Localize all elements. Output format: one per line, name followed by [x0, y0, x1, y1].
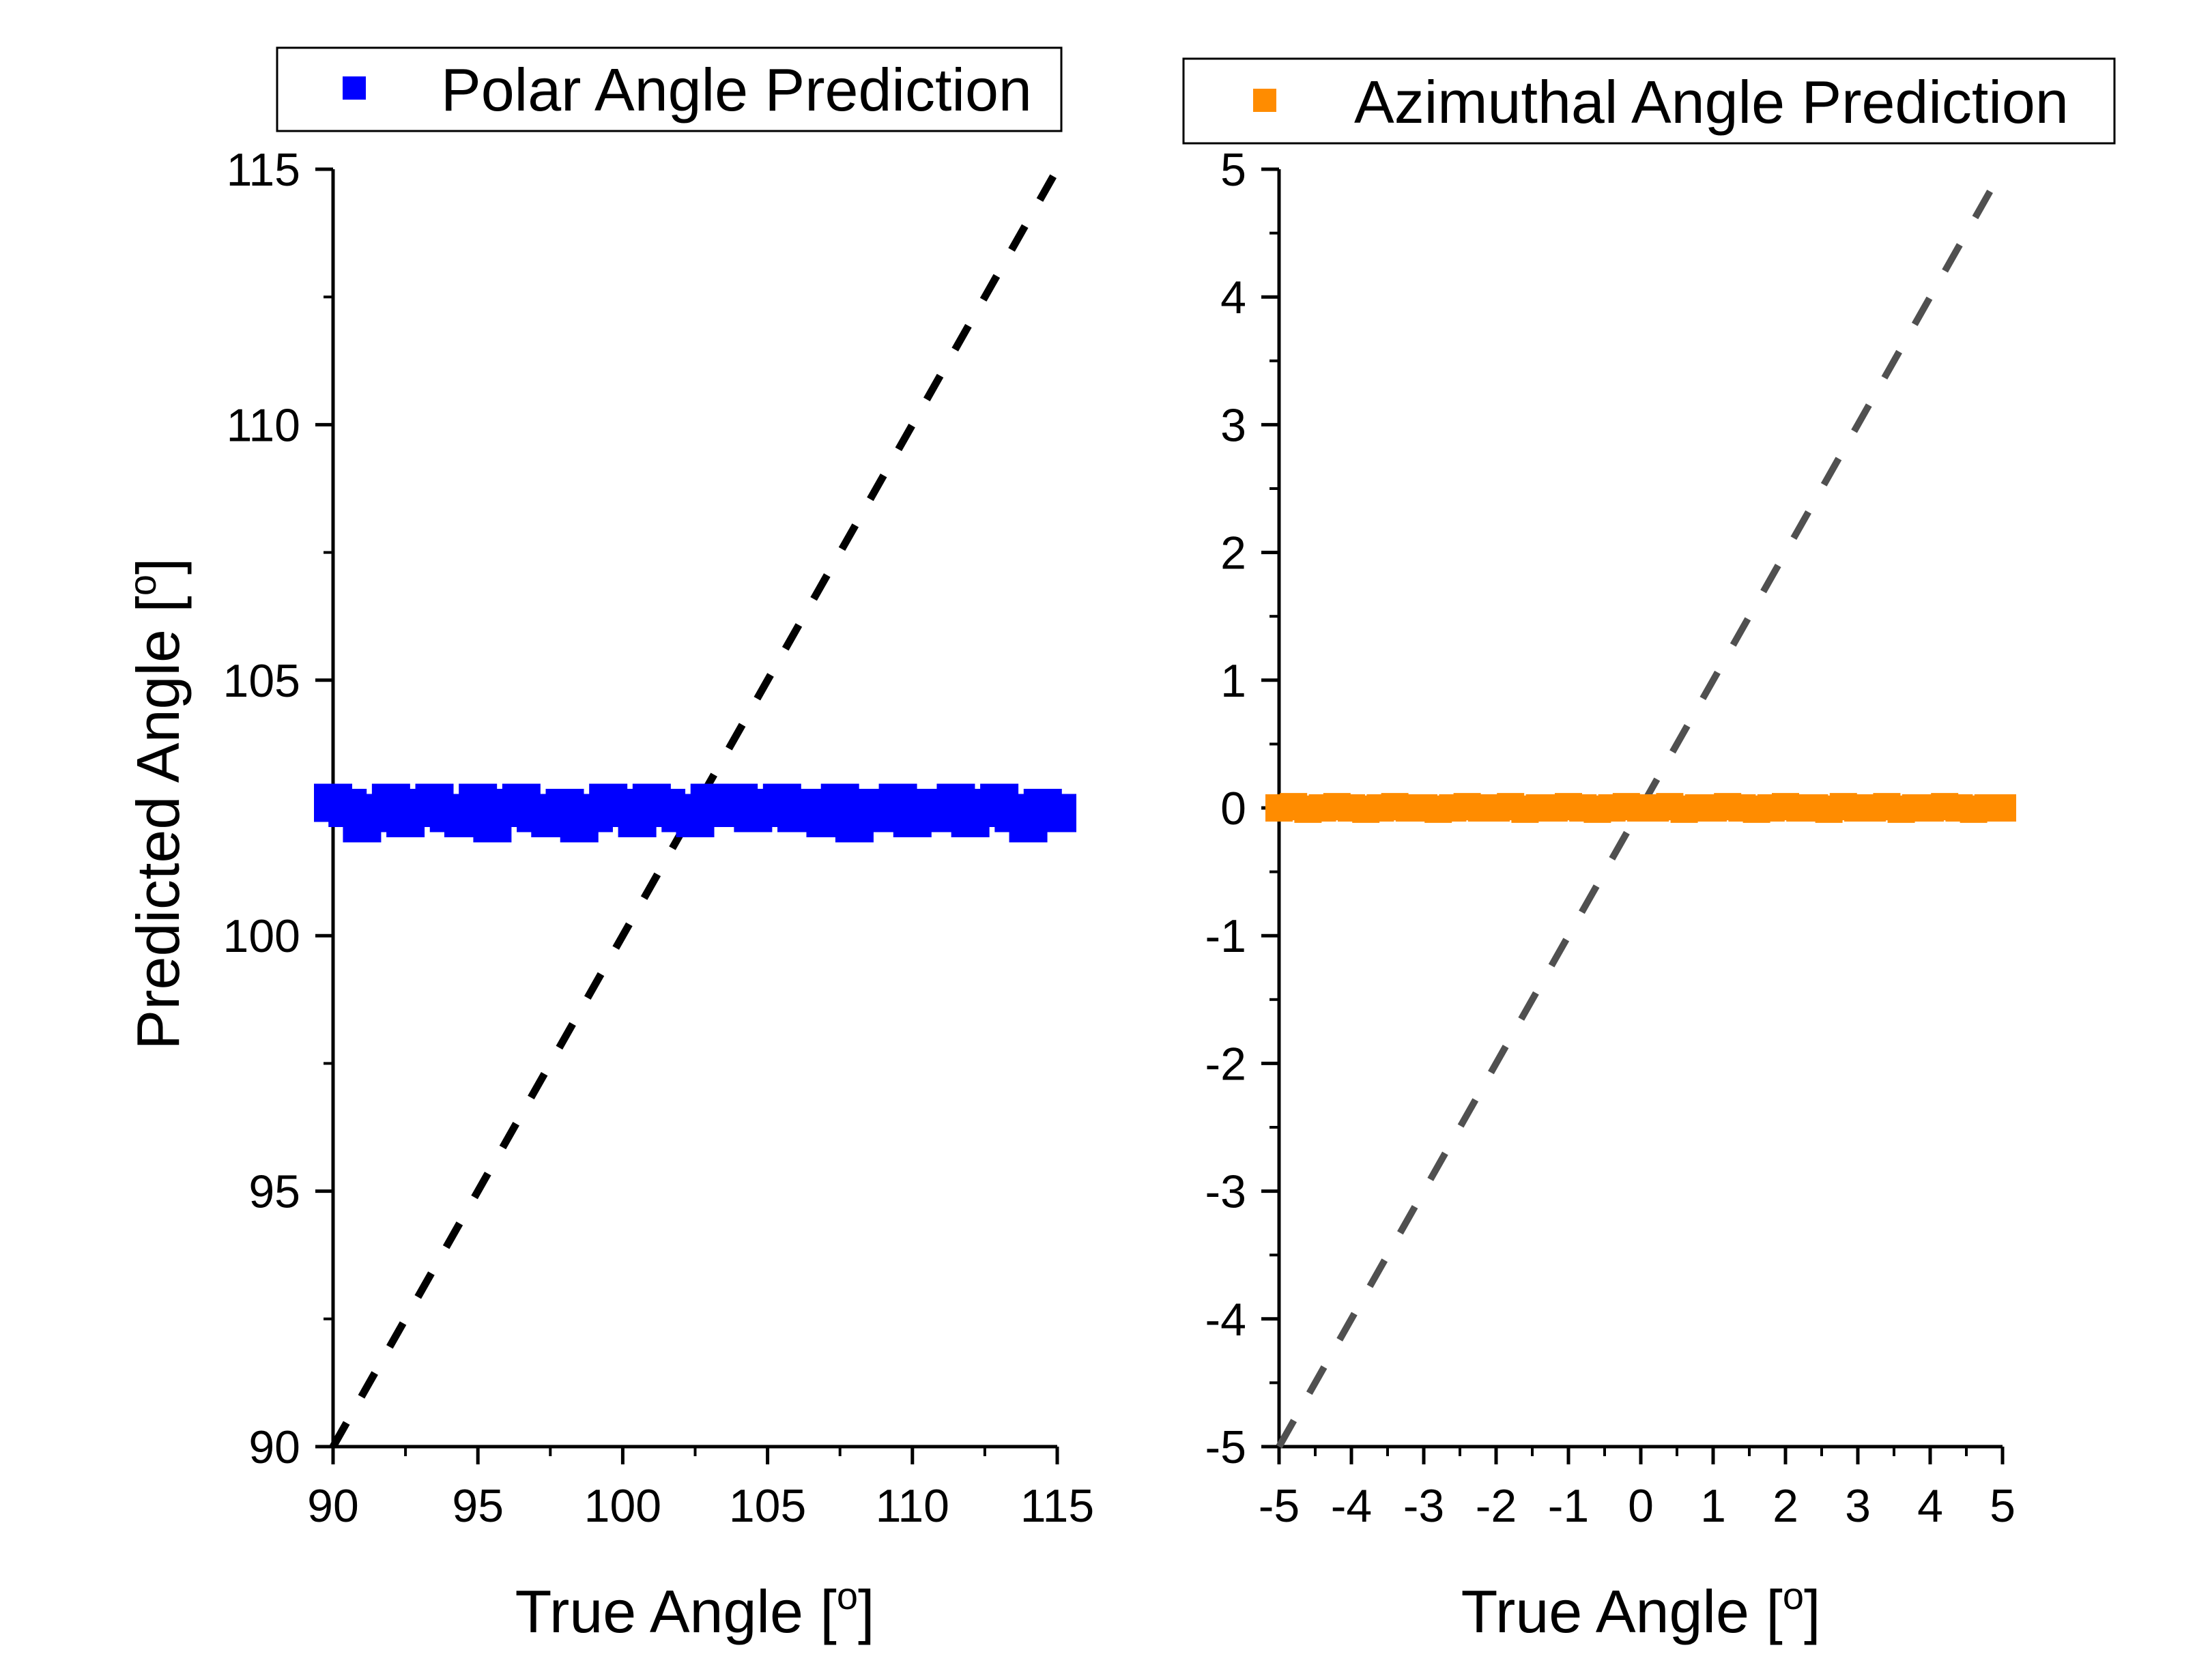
azimuthal-x-title-degree: o	[1783, 1574, 1804, 1617]
polar-plot-area: 90 95 100 105 110 115 90 95 100 105 110 115	[223, 144, 1095, 1532]
azimuthal-data-point	[1989, 794, 2016, 822]
polar-x-title-text: True Angle [	[515, 1578, 837, 1645]
azimuthal-x-tick-label: -3	[1403, 1480, 1444, 1532]
azimuthal-x-title-text: True Angle [	[1461, 1578, 1783, 1645]
polar-legend-marker	[343, 76, 366, 100]
polar-y-tick-label: 105	[223, 655, 300, 707]
polar-x-title-degree: o	[837, 1574, 858, 1617]
azimuthal-y-tick-label: 3	[1220, 399, 1246, 451]
svg-text:True Angle [o]: True Angle [o]	[1461, 1574, 1821, 1645]
polar-x-tick-label: 100	[584, 1480, 661, 1532]
azimuthal-y-tick-label: -4	[1205, 1294, 1246, 1346]
polar-y-title-degree: o	[121, 575, 164, 596]
polar-x-title-close: ]	[858, 1578, 874, 1645]
polar-y-tick-label: 90	[248, 1421, 300, 1473]
azimuthal-panel: Azimuthal Angle Prediction -5 -4 -3 -2 -1 0 1 2…	[1182, 57, 2116, 1645]
polar-reference-line	[330, 167, 1061, 1449]
polar-panel: Polar Angle Prediction 90 95 100 105 110 1159…	[121, 46, 1095, 1645]
azimuthal-x-tick-label: -5	[1259, 1480, 1300, 1532]
azimuthal-y-tick-label: 2	[1220, 527, 1246, 579]
polar-y-title-text: Predicted Angle [	[124, 596, 192, 1049]
svg-text:True Angle [o]: True Angle [o]	[515, 1574, 875, 1645]
polar-x-tick-label: 90	[307, 1480, 359, 1532]
polar-y-axis-title: Predicted Angle [o]	[121, 558, 192, 1050]
azimuthal-x-axis-title: True Angle [o]	[1461, 1574, 1821, 1645]
azimuthal-legend-box	[1182, 57, 2116, 145]
azimuthal-y-tick-label: -1	[1205, 910, 1246, 962]
polar-y-tick-label: 100	[223, 910, 300, 962]
azimuthal-legend: Azimuthal Angle Prediction	[1182, 57, 2116, 145]
azimuthal-legend-marker	[1253, 89, 1276, 112]
azimuthal-x-tick-label: -2	[1476, 1480, 1517, 1532]
azimuthal-y-tick-label: 4	[1220, 272, 1246, 323]
azimuthal-legend-label: Azimuthal Angle Prediction	[1354, 68, 2069, 136]
polar-legend-label: Polar Angle Prediction	[441, 56, 1032, 124]
azimuthal-y-tick-label: 0	[1220, 783, 1246, 835]
azimuthal-x-title-close: ]	[1804, 1578, 1820, 1645]
azimuthal-x-tick-label: 0	[1628, 1480, 1654, 1532]
azimuthal-x-tick-label: 3	[1845, 1480, 1871, 1532]
azimuthal-x-tick-label: -1	[1548, 1480, 1589, 1532]
polar-y-tick-label: 95	[248, 1166, 300, 1218]
azimuthal-y-tick-label: -5	[1205, 1421, 1246, 1473]
polar-y-tick-label: 110	[227, 399, 300, 451]
azimuthal-x-tick-label: 1	[1700, 1480, 1726, 1532]
azimuthal-y-tick-label: -2	[1205, 1038, 1246, 1090]
azimuthal-x-tick-label: 4	[1917, 1480, 1943, 1532]
polar-x-tick-label: 95	[452, 1480, 504, 1532]
svg-text:Predicted Angle [o]: Predicted Angle [o]	[121, 558, 192, 1050]
azimuthal-x-tick-label: 2	[1773, 1480, 1798, 1532]
azimuthal-y-tick-label: -3	[1205, 1166, 1246, 1218]
polar-y-tick-label: 115	[227, 144, 300, 196]
azimuthal-y-tick-label: 5	[1220, 144, 1246, 196]
azimuthal-x-tick-label: -4	[1331, 1480, 1372, 1532]
azimuthal-x-tick-label: 5	[1990, 1480, 2015, 1532]
polar-legend: Polar Angle Prediction	[276, 46, 1063, 132]
azimuthal-y-tick-label: 1	[1220, 655, 1246, 707]
polar-x-tick-label: 105	[729, 1480, 806, 1532]
polar-x-tick-label: 110	[876, 1480, 949, 1532]
polar-x-tick-label: 115	[1020, 1480, 1094, 1532]
polar-data-point	[1038, 794, 1076, 832]
polar-y-title-close: ]	[124, 558, 192, 575]
polar-x-axis-title: True Angle [o]	[515, 1574, 875, 1645]
polar-legend-box	[276, 46, 1063, 132]
